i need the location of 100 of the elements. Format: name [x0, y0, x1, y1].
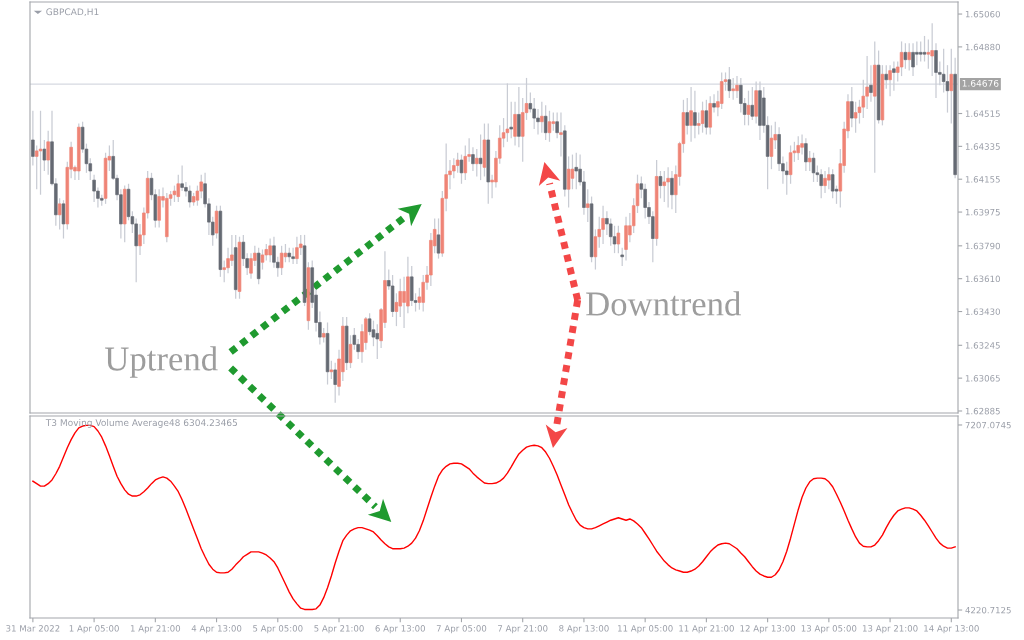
- candlestick: [769, 124, 774, 170]
- candlestick: [658, 170, 663, 199]
- y-tick-label: 1.63790: [965, 242, 1000, 250]
- chart-title: T3 Moving Volume Average48 6304.23465: [45, 419, 238, 428]
- candlestick: [918, 40, 923, 63]
- candlestick: [727, 66, 732, 99]
- x-tick-label: 5 Apr 21:00: [314, 625, 364, 634]
- candlestick: [612, 225, 617, 254]
- candlestick: [295, 236, 299, 265]
- candlestick: [268, 237, 272, 263]
- candlestick: [700, 101, 705, 134]
- x-tick-label: 4 Apr 13:00: [191, 625, 242, 634]
- x-tick-label: 7 Apr 05:00: [436, 625, 487, 634]
- candlestick: [505, 82, 510, 143]
- candlestick: [735, 75, 739, 99]
- y-tick-label: 1.63610: [965, 275, 1000, 283]
- candlestick: [574, 152, 578, 190]
- x-tick-label: 11 Apr 21:00: [679, 625, 734, 634]
- candlestick: [188, 184, 192, 209]
- candlestick: [455, 152, 460, 174]
- candlestick: [586, 188, 590, 223]
- candlestick: [436, 217, 441, 260]
- candlestick: [796, 135, 800, 161]
- candlestick: [930, 22, 934, 77]
- y-tick-label: 1.63430: [965, 308, 1000, 315]
- candlestick: [475, 148, 479, 178]
- candlestick: [853, 101, 858, 134]
- ref-line-label: 1.64676: [962, 79, 999, 87]
- candlestick: [708, 95, 712, 136]
- y-tick-label: 1.64515: [965, 110, 1000, 117]
- candlestick: [804, 137, 808, 172]
- candlestick: [38, 110, 43, 196]
- candlestick: [888, 64, 892, 97]
- y-tick-label: 1.64155: [965, 176, 1000, 183]
- y-tick-label: 1.63975: [965, 208, 1000, 216]
- candlestick: [517, 86, 521, 148]
- candlestick: [750, 86, 755, 121]
- y-tick-label: 1.64880: [965, 43, 1000, 51]
- candlestick: [601, 205, 605, 245]
- x-tick-label: 5 Apr 05:00: [253, 625, 303, 634]
- candlestick: [157, 188, 161, 229]
- annotation: Uptrend: [105, 346, 218, 378]
- candlestick: [547, 110, 552, 143]
- candlestick: [394, 292, 399, 327]
- candlestick: [704, 99, 709, 136]
- candlestick: [214, 205, 219, 240]
- candlestick: [926, 38, 931, 70]
- candlestick: [899, 40, 904, 77]
- candlestick: [666, 166, 670, 209]
- y-tick-label: 4220.7125: [965, 606, 1011, 614]
- x-tick-label: 14 Apr 13:00: [924, 625, 979, 634]
- y-tick-label: 1.63245: [965, 342, 1000, 349]
- y-tick-label: 1.65060: [965, 10, 1000, 18]
- candlestick: [819, 168, 823, 199]
- candlestick: [46, 130, 50, 176]
- x-tick-label: 7 Apr 21:00: [498, 625, 548, 634]
- candlestick: [260, 248, 265, 271]
- x-tick-label: 1 Apr 05:00: [69, 625, 119, 634]
- candlestick: [788, 144, 793, 185]
- candlestick: [195, 184, 200, 207]
- x-tick-label: 31 Mar 2022: [6, 625, 60, 632]
- x-tick-label: 8 Apr 13:00: [559, 625, 609, 634]
- candlestick: [333, 362, 337, 404]
- x-tick-label: 13 Apr 05:00: [801, 625, 857, 634]
- candlestick: [566, 155, 571, 209]
- candlestick: [291, 247, 295, 265]
- x-tick-label: 6 Apr 13:00: [375, 625, 425, 634]
- x-tick-label: 1 Apr 21:00: [130, 625, 181, 634]
- candlestick: [279, 245, 284, 276]
- candlestick: [823, 170, 827, 194]
- candlestick: [884, 64, 888, 90]
- x-tick-label: 12 Apr 13:00: [740, 625, 796, 634]
- candlestick: [892, 60, 896, 92]
- candlestick: [670, 170, 674, 210]
- candlestick: [911, 42, 915, 77]
- candlestick: [61, 199, 66, 240]
- candlestick: [915, 40, 919, 66]
- candlestick: [329, 360, 334, 380]
- y-tick-label: 1.62885: [965, 407, 1000, 415]
- candlestick: [532, 97, 536, 130]
- candlestick: [807, 150, 812, 172]
- candlestick: [827, 166, 831, 190]
- candlestick: [903, 42, 908, 70]
- y-tick-label: 7207.0745: [965, 421, 1011, 429]
- y-tick-label: 1.64335: [965, 143, 1000, 150]
- candlestick: [551, 111, 556, 132]
- y-tick-label: 1.63065: [965, 375, 1000, 382]
- candlestick: [616, 225, 621, 254]
- candlestick: [543, 104, 548, 141]
- candlestick: [624, 216, 628, 262]
- candlestick: [570, 153, 575, 190]
- candlestick: [949, 48, 954, 125]
- candlestick: [746, 90, 751, 126]
- candlestick: [57, 197, 62, 231]
- annotation: Downtrend: [586, 291, 741, 316]
- candlestick: [685, 97, 689, 136]
- candlestick: [693, 90, 697, 139]
- x-tick-label: 11 Apr 05:00: [618, 625, 673, 634]
- candlestick: [375, 323, 380, 360]
- candlestick: [922, 35, 927, 63]
